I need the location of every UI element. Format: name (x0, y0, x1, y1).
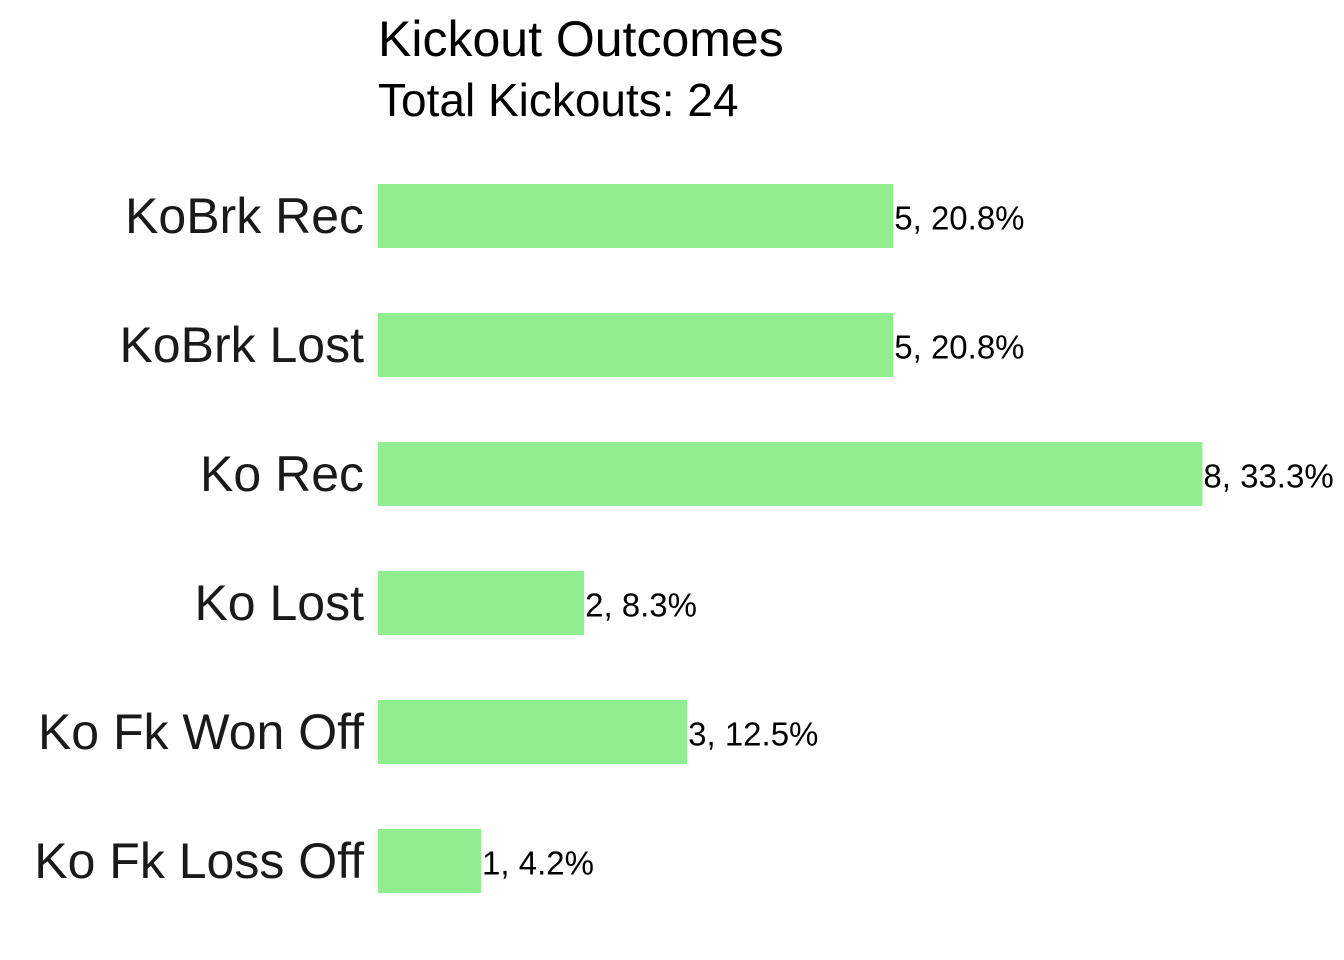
category-label: KoBrk Lost (119, 317, 364, 373)
bar (378, 571, 585, 635)
category-label: Ko Lost (194, 575, 364, 631)
data-label: 1, 4.2% (482, 845, 594, 882)
category-label: Ko Fk Loss Off (34, 833, 364, 889)
data-label: 3, 12.5% (688, 716, 818, 753)
bar (378, 184, 894, 248)
chart-title: Kickout Outcomes (378, 11, 784, 67)
category-label: Ko Fk Won Off (38, 704, 364, 760)
data-label: 5, 20.8% (894, 329, 1024, 366)
bar (378, 700, 688, 764)
chart-subtitle: Total Kickouts: 24 (378, 74, 739, 126)
category-label: KoBrk Rec (125, 188, 364, 244)
category-label: Ko Rec (200, 446, 364, 502)
data-label: 2, 8.3% (585, 587, 697, 624)
data-label: 8, 33.3% (1203, 458, 1333, 495)
bar (378, 442, 1203, 506)
bar (378, 829, 482, 893)
data-label: 5, 20.8% (894, 200, 1024, 237)
bar (378, 313, 894, 377)
